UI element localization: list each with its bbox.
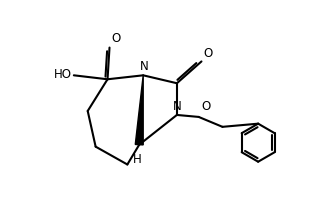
- Text: N: N: [173, 100, 182, 112]
- Text: HO: HO: [53, 68, 72, 81]
- Polygon shape: [135, 75, 143, 145]
- Text: H: H: [133, 153, 142, 166]
- Text: O: O: [201, 100, 210, 113]
- Text: N: N: [140, 60, 148, 73]
- Text: O: O: [204, 47, 213, 60]
- Text: O: O: [112, 32, 121, 45]
